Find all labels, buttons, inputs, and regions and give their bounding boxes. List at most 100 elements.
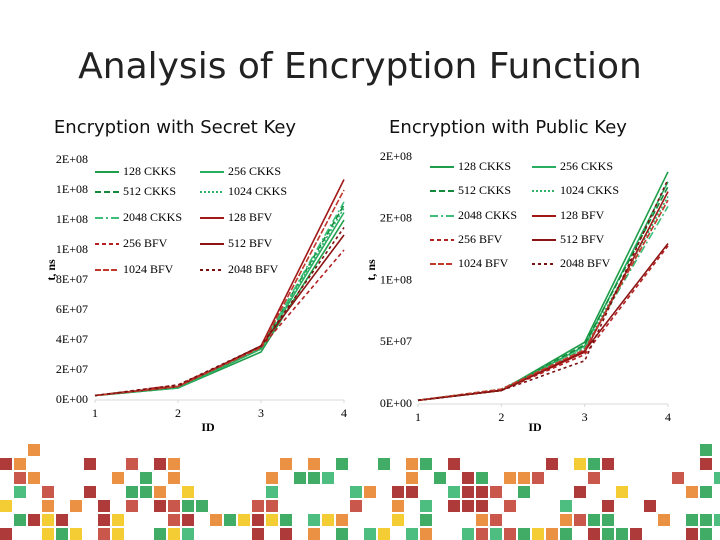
y-axis-label: t, ns <box>364 259 378 281</box>
decor-square <box>392 500 404 512</box>
decor-square <box>476 472 488 484</box>
decor-square <box>0 458 12 470</box>
decor-square <box>154 528 166 540</box>
x-tick-label: 1 <box>415 410 421 424</box>
decor-square <box>406 486 418 498</box>
legend-label: 1024 CKKS <box>560 183 619 197</box>
decor-square <box>154 458 166 470</box>
decor-square <box>28 514 40 526</box>
decor-square <box>560 528 572 540</box>
series-line <box>94 234 345 397</box>
legend-label: 128 CKKS <box>123 164 176 178</box>
decor-square <box>392 514 404 526</box>
series-line <box>94 189 345 397</box>
decor-square <box>28 472 40 484</box>
decor-square <box>532 528 544 540</box>
decor-square <box>98 514 110 526</box>
legend-label: 2048 BFV <box>228 262 279 276</box>
decor-square <box>378 458 390 470</box>
decor-square <box>420 500 432 512</box>
decor-square <box>238 514 250 526</box>
decor-square <box>126 500 138 512</box>
decor-square <box>616 528 628 540</box>
decor-square <box>644 500 656 512</box>
decor-square <box>42 528 54 540</box>
decor-square <box>476 486 488 498</box>
y-tick-label: 1E+08 <box>56 212 88 226</box>
decor-square <box>308 514 320 526</box>
decor-square <box>462 500 474 512</box>
decor-square <box>322 514 334 526</box>
decor-square <box>98 528 110 540</box>
decor-square <box>602 514 614 526</box>
decor-square <box>532 472 544 484</box>
decor-square <box>476 528 488 540</box>
decor-square <box>168 458 180 470</box>
decor-square <box>84 458 96 470</box>
decor-square <box>504 472 516 484</box>
decor-square <box>700 514 712 526</box>
decor-square <box>448 500 460 512</box>
decor-square <box>280 458 292 470</box>
y-tick-label: 2E+07 <box>56 362 88 376</box>
decor-square <box>518 528 530 540</box>
decor-square <box>714 472 720 484</box>
y-tick-label: 1E+08 <box>56 182 88 196</box>
decor-square <box>280 514 292 526</box>
decor-square <box>14 458 26 470</box>
decor-square <box>308 458 320 470</box>
decor-square <box>700 528 712 540</box>
decor-square <box>182 500 194 512</box>
series-line <box>417 186 669 402</box>
decor-square <box>224 514 236 526</box>
decor-square <box>476 514 488 526</box>
decor-square <box>42 514 54 526</box>
legend-label: 256 BFV <box>458 232 503 246</box>
decor-square <box>602 500 614 512</box>
decor-square <box>266 514 278 526</box>
x-tick-label: 4 <box>341 406 347 420</box>
decor-square <box>126 486 138 498</box>
x-tick-label: 3 <box>582 410 588 424</box>
x-tick-label: 2 <box>175 406 181 420</box>
decor-square <box>350 486 362 498</box>
decor-square <box>168 528 180 540</box>
decor-square <box>252 514 264 526</box>
decor-square <box>462 528 474 540</box>
decor-square <box>686 486 698 498</box>
decor-square <box>518 472 530 484</box>
decor-square <box>308 528 320 540</box>
series-line <box>94 227 345 397</box>
series-line <box>417 245 669 402</box>
decor-square <box>0 528 12 540</box>
decor-square <box>364 528 376 540</box>
chart-title: Encryption with Secret Key <box>54 117 297 138</box>
decor-square <box>168 472 180 484</box>
decor-square <box>42 500 54 512</box>
decor-square <box>182 486 194 498</box>
legend-label: 128 BFV <box>228 210 273 224</box>
decor-square <box>518 486 530 498</box>
decor-square <box>252 528 264 540</box>
decor-square <box>140 486 152 498</box>
decor-square <box>560 514 572 526</box>
decor-square <box>28 444 40 456</box>
y-tick-label: 2E+08 <box>380 149 412 163</box>
legend-label: 256 CKKS <box>228 164 281 178</box>
legend-label: 512 BFV <box>228 236 273 250</box>
decor-square <box>70 528 82 540</box>
decor-square <box>434 472 446 484</box>
chart-title: Encryption with Public Key <box>389 117 627 138</box>
decor-square <box>112 472 124 484</box>
decor-square <box>574 458 586 470</box>
decor-square <box>364 486 376 498</box>
decor-square <box>154 500 166 512</box>
decor-square <box>574 514 586 526</box>
legend-label: 512 CKKS <box>458 183 511 197</box>
decor-square <box>406 472 418 484</box>
decor-square <box>420 528 432 540</box>
series-line <box>417 178 669 402</box>
decor-square <box>588 528 600 540</box>
decor-square <box>588 514 600 526</box>
